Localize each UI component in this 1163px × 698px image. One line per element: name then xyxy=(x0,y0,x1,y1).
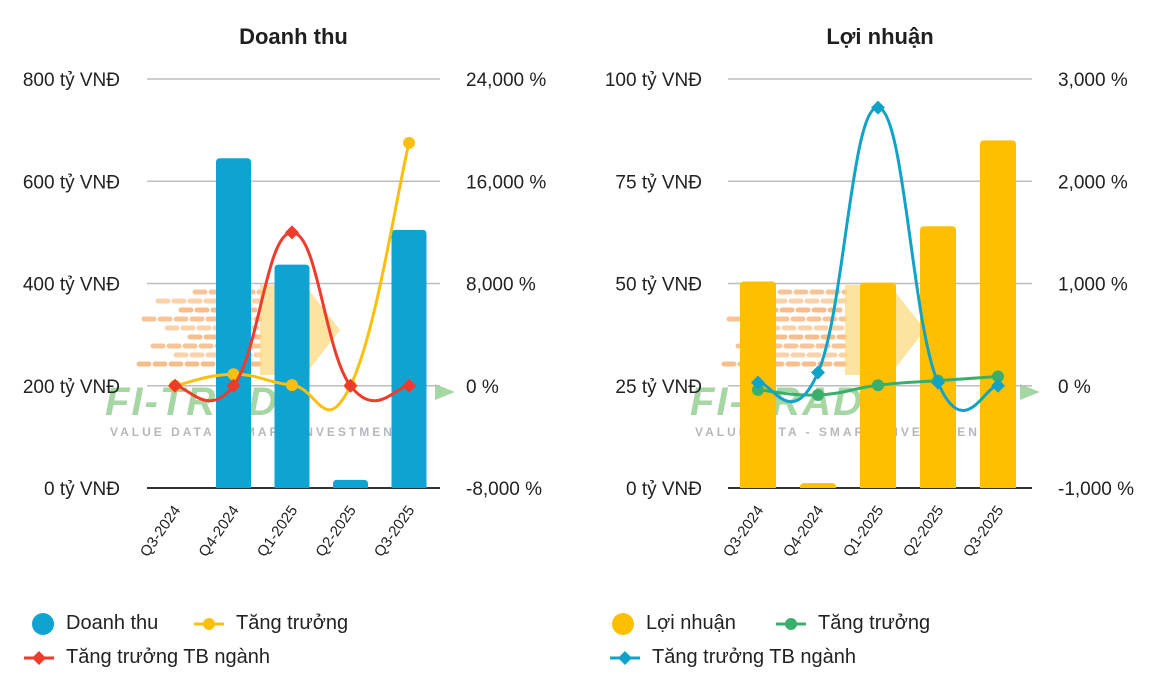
series-point xyxy=(286,379,298,392)
legend-swatch xyxy=(32,612,54,635)
y-left-tick-label: 400 tỷ VNĐ xyxy=(23,275,120,296)
legend-item-loi-nhuan[interactable]: Lợi nhuận xyxy=(612,612,736,635)
legend-swatch xyxy=(194,617,224,630)
x-tick-label: Q3-2024 xyxy=(137,503,184,561)
y-left-tick-label: 25 tỷ VNĐ xyxy=(615,377,702,398)
y-right-tick-label: 1,000 % xyxy=(1058,275,1128,296)
x-tick-label: Q2-2025 xyxy=(900,503,947,561)
y-left-tick-label: 0 tỷ VNĐ xyxy=(44,479,120,500)
legend-label: Lợi nhuận xyxy=(646,612,736,634)
y-right-tick-label: 3,000 % xyxy=(1058,70,1128,91)
legend-item-doanh-thu[interactable]: Doanh thu xyxy=(32,612,158,635)
x-tick-label: Q1-2025 xyxy=(840,503,887,561)
legend-swatch xyxy=(24,650,54,665)
watermark-arrow-icon xyxy=(1020,384,1040,400)
series-point xyxy=(402,378,416,393)
legend-item-tang-truong-tb-nganh[interactable]: Tăng trưởng TB ngành xyxy=(610,646,856,669)
series-point xyxy=(752,383,764,396)
legend-label: Tăng trưởng xyxy=(818,612,931,634)
legend-label: Doanh thu xyxy=(66,612,159,634)
bar xyxy=(216,158,251,488)
bar xyxy=(920,226,956,489)
series-point xyxy=(811,365,825,380)
series-point xyxy=(872,379,884,392)
y-left-tick-label: 75 tỷ VNĐ xyxy=(615,172,702,193)
profit-chart-panel: FI-TRADE VALUE DATA - SMART INVESTMENT Lợ… xyxy=(580,0,1163,698)
legend-swatch xyxy=(610,650,640,665)
legend-item-tang-truong[interactable]: Tăng trưởng xyxy=(194,612,348,635)
bar xyxy=(800,483,836,488)
bar xyxy=(274,264,310,488)
bar xyxy=(391,229,427,488)
series-point xyxy=(931,375,945,390)
y-left-tick-label: 100 tỷ VNĐ xyxy=(605,70,702,91)
legend-item-tang-truong[interactable]: Tăng trưởng xyxy=(776,612,930,635)
series-point xyxy=(226,378,241,393)
legend-swatch xyxy=(612,612,634,635)
x-tick-label: Q3-2024 xyxy=(720,503,767,561)
legend-label: Tăng trưởng TB ngành xyxy=(652,646,857,668)
x-tick-label: Q4-2024 xyxy=(780,503,827,561)
y-left-tick-label: 50 tỷ VNĐ xyxy=(615,275,702,296)
x-tick-label: Q2-2025 xyxy=(312,503,359,561)
chart-title: Lợi nhuận xyxy=(826,24,933,49)
y-right-tick-label: -1,000 % xyxy=(1058,479,1134,500)
series-point xyxy=(871,100,885,115)
y-right-tick-label: -8,000 % xyxy=(466,479,542,500)
watermark-arrow-icon xyxy=(435,384,455,400)
y-right-tick-label: 0 % xyxy=(1058,377,1091,398)
bar xyxy=(980,140,1016,488)
y-left-tick-label: 0 tỷ VNĐ xyxy=(626,479,702,500)
y-left-tick-label: 200 tỷ VNĐ xyxy=(23,377,120,398)
y-right-tick-label: 16,000 % xyxy=(466,172,546,193)
series-point xyxy=(227,368,240,381)
series-point xyxy=(285,225,299,240)
series-point xyxy=(812,388,824,401)
y-left-tick-label: 600 tỷ VNĐ xyxy=(23,172,120,193)
series-point xyxy=(168,378,182,393)
y-right-tick-label: 2,000 % xyxy=(1058,172,1128,193)
legend-label: Tăng trưởng xyxy=(236,612,349,634)
legend-label: Tăng trưởng TB ngành xyxy=(66,646,271,668)
legend-swatch xyxy=(776,617,806,630)
watermark-logo-text: FI-TRADE xyxy=(105,380,308,424)
bar xyxy=(333,479,368,488)
y-left-tick-label: 800 tỷ VNĐ xyxy=(23,70,120,91)
y-right-tick-label: 24,000 % xyxy=(466,70,546,91)
x-tick-label: Q1-2025 xyxy=(254,503,301,561)
x-tick-label: Q3-2025 xyxy=(371,503,418,561)
series-point xyxy=(343,378,358,393)
series-point xyxy=(992,370,1004,383)
y-right-tick-label: 0 % xyxy=(466,377,499,398)
x-tick-label: Q3-2025 xyxy=(960,503,1007,561)
series-point xyxy=(751,375,765,390)
y-right-tick-label: 8,000 % xyxy=(466,275,536,296)
x-tick-label: Q4-2024 xyxy=(195,503,242,561)
series-point xyxy=(403,136,415,149)
watermark-tagline: VALUE DATA - SMART INVESTMENT xyxy=(110,425,405,439)
series-point xyxy=(991,378,1005,393)
revenue-chart-panel: FI-TRADE VALUE DATA - SMART INVESTMENT Do… xyxy=(0,0,580,698)
chart-title: Doanh thu xyxy=(239,24,348,49)
legend-item-tang-truong-tb-nganh[interactable]: Tăng trưởng TB ngành xyxy=(24,646,270,669)
